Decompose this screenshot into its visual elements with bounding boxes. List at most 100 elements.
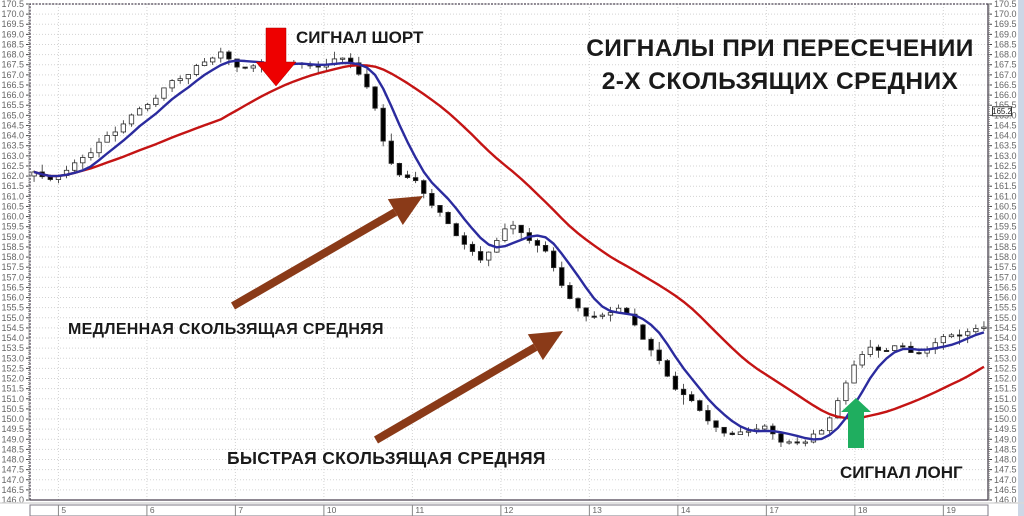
svg-text:17: 17	[769, 505, 779, 515]
svg-text:159.0: 159.0	[994, 232, 1017, 242]
svg-text:13: 13	[592, 505, 602, 515]
svg-text:166.5: 166.5	[1, 80, 24, 90]
svg-text:МЕДЛЕННАЯ СКОЛЬЗЯЩАЯ СРЕДНЯЯ: МЕДЛЕННАЯ СКОЛЬЗЯЩАЯ СРЕДНЯЯ	[68, 321, 384, 338]
svg-text:162.0: 162.0	[994, 171, 1017, 181]
svg-text:153.5: 153.5	[994, 343, 1017, 353]
svg-text:149.5: 149.5	[994, 424, 1017, 434]
svg-text:162.0: 162.0	[1, 171, 24, 181]
svg-text:153.0: 153.0	[1, 353, 24, 363]
svg-text:169.0: 169.0	[994, 29, 1017, 39]
svg-text:166.5: 166.5	[994, 80, 1017, 90]
svg-text:150.0: 150.0	[994, 414, 1017, 424]
svg-text:163.0: 163.0	[994, 151, 1017, 161]
svg-text:157.5: 157.5	[994, 262, 1017, 272]
svg-text:151.0: 151.0	[1, 394, 24, 404]
svg-text:12: 12	[504, 505, 514, 515]
svg-text:148.5: 148.5	[1, 444, 24, 454]
svg-text:152.5: 152.5	[994, 363, 1017, 373]
svg-text:150.5: 150.5	[1, 404, 24, 414]
svg-text:СИГНАЛ ЛОНГ: СИГНАЛ ЛОНГ	[840, 463, 963, 482]
svg-text:18: 18	[858, 505, 868, 515]
svg-text:155.5: 155.5	[1, 303, 24, 313]
svg-text:160.5: 160.5	[1, 201, 24, 211]
svg-text:6: 6	[150, 505, 155, 515]
svg-text:154.5: 154.5	[1, 323, 24, 333]
svg-text:146.5: 146.5	[1, 485, 24, 495]
svg-text:164.5: 164.5	[1, 120, 24, 130]
svg-text:169.5: 169.5	[1, 19, 24, 29]
svg-text:7: 7	[238, 505, 243, 515]
svg-text:158.5: 158.5	[1, 242, 24, 252]
svg-text:11: 11	[415, 505, 424, 515]
svg-text:165.0: 165.0	[1, 110, 24, 120]
svg-text:14: 14	[681, 505, 691, 515]
svg-text:167.0: 167.0	[994, 70, 1017, 80]
svg-text:164.0: 164.0	[994, 131, 1017, 141]
svg-text:СИГНАЛ ШОРТ: СИГНАЛ ШОРТ	[296, 28, 424, 47]
svg-text:167.0: 167.0	[1, 70, 24, 80]
svg-text:154.0: 154.0	[1, 333, 24, 343]
svg-text:161.0: 161.0	[1, 191, 24, 201]
svg-text:151.0: 151.0	[994, 394, 1017, 404]
svg-text:5: 5	[61, 505, 66, 515]
svg-text:159.5: 159.5	[994, 222, 1017, 232]
svg-text:147.0: 147.0	[994, 475, 1017, 485]
svg-text:148.5: 148.5	[994, 444, 1017, 454]
svg-text:160.5: 160.5	[994, 201, 1017, 211]
svg-text:163.5: 163.5	[994, 141, 1017, 151]
svg-text:165.2: 165.2	[992, 107, 1012, 116]
svg-text:160.0: 160.0	[1, 212, 24, 222]
svg-text:167.5: 167.5	[1, 60, 24, 70]
svg-text:157.5: 157.5	[1, 262, 24, 272]
svg-text:СИГНАЛЫ ПРИ ПЕРЕСЕЧЕНИИ: СИГНАЛЫ ПРИ ПЕРЕСЕЧЕНИИ	[586, 35, 974, 62]
svg-text:168.5: 168.5	[1, 39, 24, 49]
svg-text:169.0: 169.0	[1, 29, 24, 39]
svg-text:154.5: 154.5	[994, 323, 1017, 333]
svg-text:153.0: 153.0	[994, 353, 1017, 363]
svg-text:156.0: 156.0	[994, 293, 1017, 303]
svg-text:152.0: 152.0	[1, 374, 24, 384]
svg-text:170.0: 170.0	[994, 9, 1017, 19]
svg-text:147.5: 147.5	[994, 465, 1017, 475]
svg-text:160.0: 160.0	[994, 212, 1017, 222]
svg-text:158.0: 158.0	[1, 252, 24, 262]
svg-text:149.0: 149.0	[994, 434, 1017, 444]
svg-text:150.0: 150.0	[1, 414, 24, 424]
svg-text:161.5: 161.5	[994, 181, 1017, 191]
svg-text:153.5: 153.5	[1, 343, 24, 353]
svg-text:149.5: 149.5	[1, 424, 24, 434]
svg-text:157.0: 157.0	[994, 272, 1017, 282]
svg-text:146.5: 146.5	[994, 485, 1017, 495]
svg-text:170.5: 170.5	[1, 0, 24, 9]
svg-text:159.0: 159.0	[1, 232, 24, 242]
svg-text:10: 10	[327, 505, 337, 515]
svg-text:152.0: 152.0	[994, 374, 1017, 384]
svg-text:161.5: 161.5	[1, 181, 24, 191]
svg-text:155.5: 155.5	[994, 303, 1017, 313]
svg-text:161.0: 161.0	[994, 191, 1017, 201]
svg-text:166.0: 166.0	[1, 90, 24, 100]
svg-text:170.5: 170.5	[994, 0, 1017, 9]
svg-text:167.5: 167.5	[994, 60, 1017, 70]
svg-text:163.5: 163.5	[1, 141, 24, 151]
svg-text:156.5: 156.5	[994, 282, 1017, 292]
svg-text:165.5: 165.5	[1, 100, 24, 110]
svg-text:168.0: 168.0	[994, 50, 1017, 60]
svg-text:151.5: 151.5	[1, 384, 24, 394]
svg-text:148.0: 148.0	[994, 455, 1017, 465]
svg-text:151.5: 151.5	[994, 384, 1017, 394]
svg-text:159.5: 159.5	[1, 222, 24, 232]
svg-text:155.0: 155.0	[994, 313, 1017, 323]
svg-text:149.0: 149.0	[1, 434, 24, 444]
svg-text:150.5: 150.5	[994, 404, 1017, 414]
svg-text:168.0: 168.0	[1, 50, 24, 60]
svg-text:163.0: 163.0	[1, 151, 24, 161]
svg-text:162.5: 162.5	[994, 161, 1017, 171]
svg-text:2-Х СКОЛЬЗЯЩИХ СРЕДНИХ: 2-Х СКОЛЬЗЯЩИХ СРЕДНИХ	[602, 68, 959, 95]
svg-text:БЫСТРАЯ СКОЛЬЗЯЩАЯ СРЕДНЯЯ: БЫСТРАЯ СКОЛЬЗЯЩАЯ СРЕДНЯЯ	[227, 448, 546, 468]
svg-text:169.5: 169.5	[994, 19, 1017, 29]
svg-text:148.0: 148.0	[1, 455, 24, 465]
svg-text:164.5: 164.5	[994, 120, 1017, 130]
svg-text:168.5: 168.5	[994, 39, 1017, 49]
svg-text:155.0: 155.0	[1, 313, 24, 323]
